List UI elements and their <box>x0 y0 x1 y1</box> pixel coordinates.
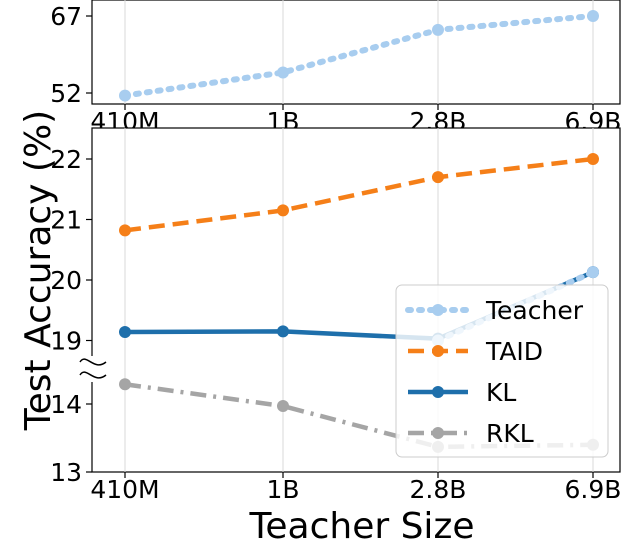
bottom-y-tick-label: 22 <box>50 145 82 174</box>
taid-point <box>587 153 599 165</box>
taid-point <box>432 171 444 184</box>
axis-break-mark <box>79 371 107 379</box>
top-teacher-point <box>277 66 289 79</box>
bottom-x-tick-label: 6.9B <box>565 475 622 504</box>
x-axis-label: Teacher Size <box>249 506 475 547</box>
legend-marker-rkl <box>432 427 444 439</box>
bottom-x-tick-label: 410M <box>90 475 159 504</box>
top-teacher-point <box>587 10 599 22</box>
legend-label-teacher: Teacher <box>485 296 584 325</box>
y-axis-label: Test Accuracy (%) <box>18 110 59 431</box>
kl-point <box>277 325 289 338</box>
legend-marker-taid <box>432 345 444 357</box>
legend-label-kl: KL <box>486 378 516 407</box>
legend-box <box>395 284 609 458</box>
rkl-point <box>119 378 131 391</box>
top-y-tick-label: 52 <box>50 79 82 108</box>
taid-point <box>277 204 289 217</box>
legend-label-taid: TAID <box>485 337 543 366</box>
legend-marker-kl <box>432 386 444 398</box>
bottom-x-tick-label: 1B <box>266 475 299 504</box>
bottom-x-tick-label: 2.8B <box>410 475 467 504</box>
top-teacher-point <box>119 89 131 102</box>
bottom-y-tick-label: 14 <box>50 390 82 419</box>
axis-break-mark <box>79 358 107 366</box>
top-series-line-teacher <box>122 13 596 99</box>
legend: Teacher TAID KL RKL <box>395 284 609 458</box>
series-line-taid <box>124 156 594 233</box>
bottom-y-tick-label: 21 <box>50 206 82 235</box>
rkl-point <box>277 400 289 413</box>
bottom-y-tick-label: 19 <box>50 327 82 356</box>
kl-point <box>119 326 131 339</box>
top-teacher-point <box>432 23 444 36</box>
taid-point <box>119 224 131 237</box>
bottom-y-tick-label: 20 <box>50 266 82 295</box>
legend-label-rkl: RKL <box>486 419 534 448</box>
teacher-point <box>587 266 599 279</box>
bottom-y-tick-label: 13 <box>50 458 82 487</box>
top-y-tick-label: 67 <box>50 2 82 31</box>
series-line-teacher <box>435 269 596 344</box>
legend-marker-teacher <box>432 304 444 316</box>
